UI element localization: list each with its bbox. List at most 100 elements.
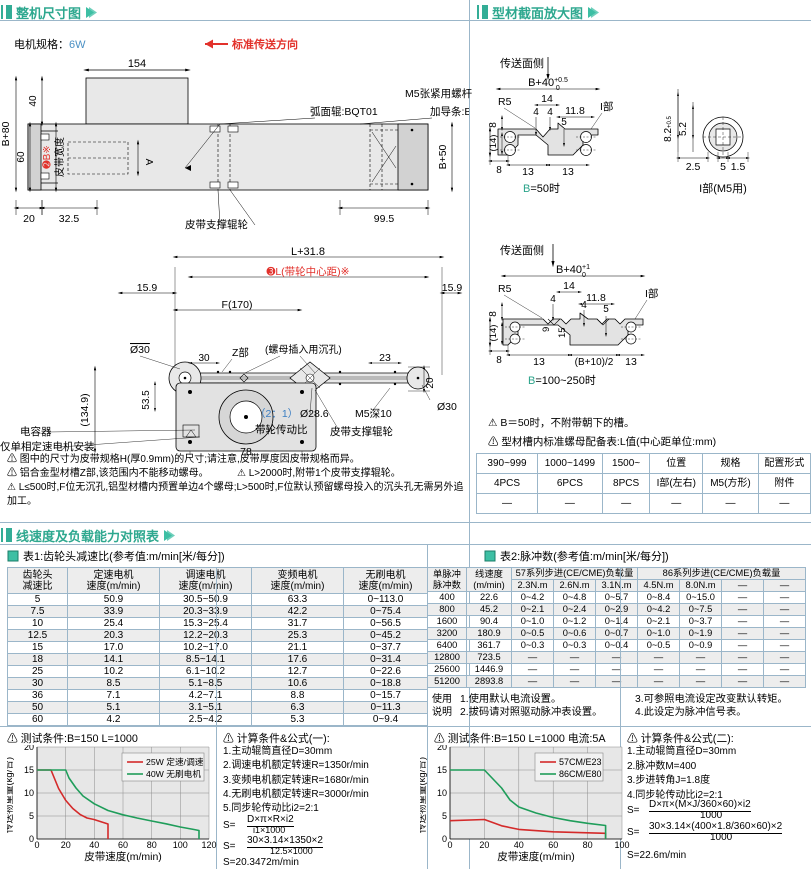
svg-text:弧面辊:BQT01: 弧面辊:BQT01 — [310, 105, 378, 118]
svg-text:Z部: Z部 — [232, 346, 249, 359]
svg-text:80: 80 — [147, 840, 157, 850]
svg-text:15.9: 15.9 — [442, 282, 463, 294]
svg-text:20: 20 — [23, 213, 35, 225]
svg-text:B+50: B+50 — [437, 144, 449, 169]
svg-text:154: 154 — [128, 58, 146, 70]
svg-text:0: 0 — [442, 834, 447, 844]
svg-text:13: 13 — [522, 166, 534, 178]
svg-text:➋B※: ➋B※ — [42, 145, 53, 168]
svg-text:传送物重量(kg/台): 传送物重量(kg/台) — [420, 757, 428, 833]
svg-text:13: 13 — [562, 166, 574, 178]
svg-text:8: 8 — [496, 355, 502, 366]
svg-text:15: 15 — [437, 765, 447, 775]
svg-text:F(170): F(170) — [222, 299, 253, 311]
svg-text:1.5: 1.5 — [731, 161, 746, 173]
svg-text:15: 15 — [557, 327, 568, 338]
svg-text:40: 40 — [28, 95, 39, 107]
svg-text:20: 20 — [61, 840, 71, 850]
svg-text:0: 0 — [447, 840, 452, 850]
svg-text:13: 13 — [533, 356, 545, 368]
svg-text:(14): (14) — [488, 135, 499, 152]
svg-text:仅单相定速电机安装: 仅单相定速电机安装 — [0, 440, 95, 453]
svg-text:4: 4 — [550, 294, 556, 305]
svg-text:100: 100 — [614, 840, 629, 850]
svg-text:B+40+10: B+40+1 0 — [556, 264, 590, 279]
svg-text:Ø30: Ø30 — [437, 401, 457, 413]
svg-text:32.5: 32.5 — [59, 213, 80, 225]
svg-text:10: 10 — [437, 788, 447, 798]
svg-text:20: 20 — [24, 745, 34, 752]
svg-text:11.8: 11.8 — [586, 292, 606, 304]
svg-text:5: 5 — [29, 811, 34, 821]
svg-text:R5: R5 — [498, 96, 512, 108]
svg-text:➌L(带轮中心距)※: ➌L(带轮中心距)※ — [267, 265, 350, 278]
svg-text:(B+10)/2: (B+10)/2 — [575, 357, 614, 368]
svg-text:57CM/E23: 57CM/E23 — [559, 757, 602, 767]
svg-text:皮带速度(m/min): 皮带速度(m/min) — [497, 850, 575, 863]
svg-text:14: 14 — [563, 280, 575, 292]
svg-text:99.5: 99.5 — [374, 213, 395, 225]
svg-text:5.2: 5.2 — [678, 122, 689, 136]
svg-text:80: 80 — [583, 840, 593, 850]
svg-text:5: 5 — [442, 811, 447, 821]
svg-text:5: 5 — [720, 161, 726, 173]
svg-text:I部: I部 — [645, 287, 658, 300]
svg-text:5: 5 — [603, 304, 609, 315]
svg-text:25W 定速/调速: 25W 定速/调速 — [146, 756, 204, 767]
svg-text:皮带支撑辊轮: 皮带支撑辊轮 — [185, 218, 248, 231]
svg-text:5: 5 — [561, 117, 567, 128]
svg-text:8: 8 — [488, 122, 499, 128]
svg-text:I部(M5用): I部(M5用) — [699, 181, 747, 195]
svg-text:4: 4 — [547, 107, 553, 118]
svg-text:120: 120 — [201, 840, 216, 850]
svg-text:40: 40 — [514, 840, 524, 850]
svg-text:40W 无刷电机: 40W 无刷电机 — [146, 768, 201, 779]
svg-text:100: 100 — [173, 840, 188, 850]
svg-text:15.9: 15.9 — [137, 282, 158, 294]
svg-text:皮带宽度: 皮带宽度 — [53, 137, 66, 177]
svg-text:60: 60 — [548, 840, 558, 850]
svg-text:加导条:BQT51: 加导条:BQT51 — [430, 105, 469, 118]
svg-text:30: 30 — [198, 353, 210, 364]
svg-text:8: 8 — [488, 311, 499, 317]
svg-text:(134.9): (134.9) — [79, 393, 91, 426]
svg-text:20: 20 — [479, 840, 489, 850]
svg-text:0: 0 — [29, 834, 34, 844]
svg-text:R5: R5 — [498, 283, 512, 295]
svg-text:23: 23 — [379, 352, 391, 364]
svg-text:B=50时: B=50时 — [523, 182, 560, 195]
svg-text:14: 14 — [541, 93, 553, 105]
svg-text:B+40+0.50: B+40+0.5 0 — [528, 77, 568, 92]
svg-text:15: 15 — [24, 765, 34, 775]
svg-text:53.5: 53.5 — [141, 390, 152, 410]
svg-text:8.2+0.5: 8.2+0.5 — [663, 115, 674, 141]
svg-text:0: 0 — [34, 840, 39, 850]
svg-text:86CM/E80: 86CM/E80 — [559, 769, 602, 779]
svg-text:40: 40 — [89, 840, 99, 850]
svg-text:带轮传动比: 带轮传动比 — [255, 423, 308, 436]
svg-text:(14): (14) — [488, 325, 499, 342]
svg-text:8: 8 — [496, 165, 502, 176]
svg-text:I部: I部 — [600, 100, 613, 113]
svg-text:电容器: 电容器 — [20, 425, 52, 438]
svg-text:9: 9 — [541, 327, 552, 332]
svg-text:皮带速度(m/min): 皮带速度(m/min) — [84, 850, 162, 863]
svg-text:13: 13 — [625, 356, 637, 368]
svg-text:4: 4 — [533, 107, 539, 118]
svg-text:Ø28.6: Ø28.6 — [300, 408, 329, 420]
svg-text:2.5: 2.5 — [686, 161, 701, 173]
svg-text:4: 4 — [581, 300, 587, 311]
svg-text:20: 20 — [437, 745, 447, 752]
svg-text:(螺母插入用沉孔): (螺母插入用沉孔) — [265, 343, 342, 356]
svg-text:Ø30: Ø30 — [130, 344, 150, 356]
svg-text:A: A — [143, 159, 154, 166]
svg-text:（2：1）: （2：1） — [255, 408, 298, 420]
svg-text:传送物重量(kg/台): 传送物重量(kg/台) — [7, 757, 15, 833]
svg-text:20: 20 — [425, 377, 436, 389]
svg-text:11.8: 11.8 — [565, 105, 585, 117]
svg-text:60: 60 — [16, 151, 27, 163]
svg-text:L+31.8: L+31.8 — [291, 246, 325, 258]
svg-text:B+80: B+80 — [0, 121, 12, 146]
svg-text:B=100~250时: B=100~250时 — [528, 374, 596, 387]
svg-text:10: 10 — [24, 788, 34, 798]
